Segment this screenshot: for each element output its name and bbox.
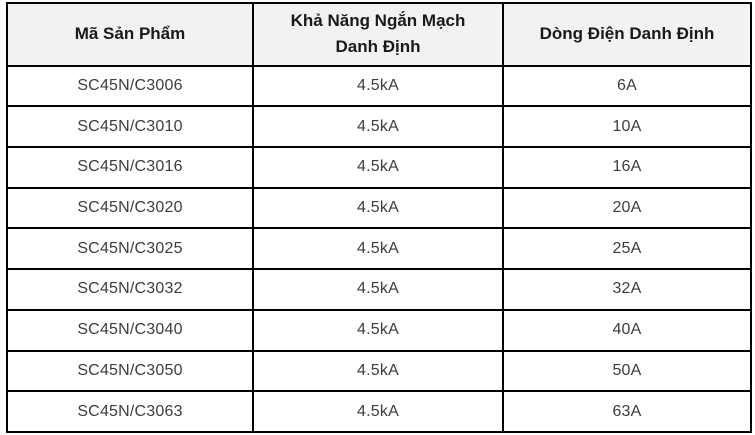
cell-rated-current: 20A <box>502 186 752 230</box>
cell-product-code: SC45N/C3020 <box>6 186 254 230</box>
table-row: SC45N/C3016 4.5kA 16A <box>6 146 752 189</box>
cell-breaking-capacity: 4.5kA <box>252 64 504 108</box>
table-body: SC45N/C3006 4.5kA 6A SC45N/C3010 4.5kA 10A SC4… <box>6 64 752 433</box>
table-row: SC45N/C3063 4.5kA 63A <box>6 390 752 433</box>
cell-rated-current: 32A <box>502 268 752 311</box>
table-row: SC45N/C3010 4.5kA 10A <box>6 105 752 149</box>
table-row: SC45N/C3025 4.5kA 25A <box>6 227 752 271</box>
cell-breaking-capacity: 4.5kA <box>252 268 504 311</box>
table-row: SC45N/C3032 4.5kA 32A <box>6 268 752 311</box>
table-row: SC45N/C3006 4.5kA 6A <box>6 64 752 108</box>
cell-breaking-capacity: 4.5kA <box>252 186 504 230</box>
table-header: Mã Sản Phẩm Khả Năng Ngắn Mạch Danh Định… <box>6 2 752 67</box>
cell-breaking-capacity: 4.5kA <box>252 349 504 393</box>
column-header-product-code: Mã Sản Phẩm <box>6 2 254 67</box>
cell-rated-current: 63A <box>502 390 752 433</box>
table-row: SC45N/C3020 4.5kA 20A <box>6 186 752 230</box>
cell-breaking-capacity: 4.5kA <box>252 227 504 271</box>
cell-rated-current: 40A <box>502 308 752 352</box>
column-header-rated-current: Dòng Điện Danh Định <box>502 2 752 67</box>
product-spec-table: Mã Sản Phẩm Khả Năng Ngắn Mạch Danh Định… <box>6 2 752 433</box>
cell-rated-current: 6A <box>502 64 752 108</box>
cell-product-code: SC45N/C3032 <box>6 268 254 311</box>
cell-product-code: SC45N/C3025 <box>6 227 254 271</box>
cell-product-code: SC45N/C3006 <box>6 64 254 108</box>
cell-breaking-capacity: 4.5kA <box>252 146 504 189</box>
cell-rated-current: 10A <box>502 105 752 149</box>
cell-breaking-capacity: 4.5kA <box>252 308 504 352</box>
cell-rated-current: 16A <box>502 146 752 189</box>
cell-product-code: SC45N/C3016 <box>6 146 254 189</box>
cell-breaking-capacity: 4.5kA <box>252 390 504 433</box>
cell-rated-current: 25A <box>502 227 752 271</box>
cell-rated-current: 50A <box>502 349 752 393</box>
cell-product-code: SC45N/C3010 <box>6 105 254 149</box>
cell-product-code: SC45N/C3040 <box>6 308 254 352</box>
cell-breaking-capacity: 4.5kA <box>252 105 504 149</box>
column-header-breaking-capacity: Khả Năng Ngắn Mạch Danh Định <box>252 2 504 67</box>
cell-product-code: SC45N/C3063 <box>6 390 254 433</box>
table-row: SC45N/C3040 4.5kA 40A <box>6 308 752 352</box>
header-row: Mã Sản Phẩm Khả Năng Ngắn Mạch Danh Định… <box>6 2 752 67</box>
cell-product-code: SC45N/C3050 <box>6 349 254 393</box>
table-row: SC45N/C3050 4.5kA 50A <box>6 349 752 393</box>
